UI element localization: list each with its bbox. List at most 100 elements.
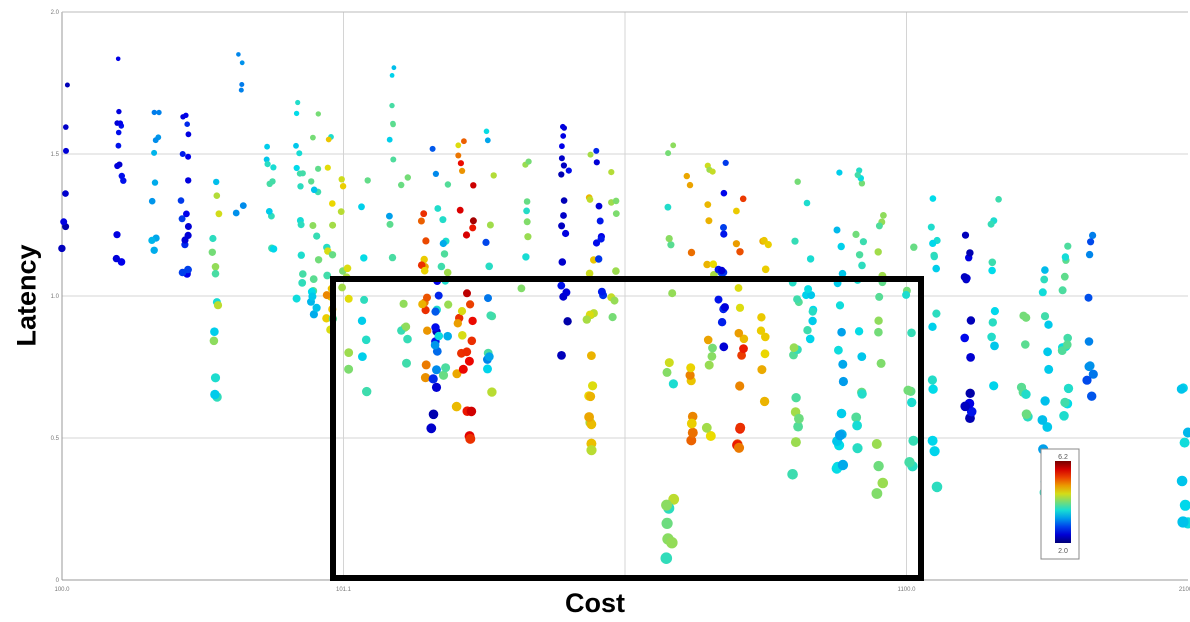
data-point	[585, 391, 596, 402]
data-point	[522, 253, 530, 261]
data-point	[739, 334, 749, 344]
data-point	[364, 177, 371, 184]
data-point	[876, 358, 886, 368]
data-point	[309, 222, 317, 229]
data-point	[401, 322, 411, 331]
data-point	[239, 60, 245, 66]
data-point	[1038, 288, 1047, 297]
data-point	[596, 217, 604, 225]
data-point	[761, 332, 770, 342]
data-point	[403, 334, 412, 344]
data-point	[612, 197, 620, 205]
data-point	[185, 177, 192, 184]
data-point	[404, 174, 411, 181]
data-point	[313, 232, 321, 240]
data-point	[960, 273, 969, 281]
data-point	[325, 136, 332, 143]
data-point	[1041, 266, 1049, 274]
y-tick-label: 1.5	[51, 152, 60, 158]
data-point	[426, 423, 437, 434]
data-point	[184, 223, 192, 230]
data-point	[399, 299, 408, 308]
data-point	[1176, 475, 1188, 487]
data-point	[929, 239, 937, 247]
data-point	[469, 217, 477, 225]
data-point	[308, 292, 317, 301]
data-point	[804, 285, 813, 294]
x-tick-label: 1100.0	[898, 587, 917, 593]
data-point	[927, 435, 938, 446]
data-point	[929, 195, 937, 202]
data-point	[1087, 391, 1097, 401]
data-point	[524, 233, 532, 241]
colorbar-max-label: 6.2	[1058, 454, 1068, 461]
data-point	[686, 363, 696, 373]
data-point	[423, 293, 431, 302]
data-point	[662, 367, 672, 377]
data-point	[58, 244, 66, 253]
data-point	[431, 307, 440, 316]
data-point	[1087, 238, 1095, 246]
data-point	[703, 335, 713, 345]
data-point	[486, 221, 494, 229]
data-point	[438, 370, 449, 380]
data-point	[444, 300, 453, 309]
data-point	[389, 73, 395, 78]
data-point	[988, 266, 996, 275]
data-point	[858, 261, 866, 270]
data-point	[339, 183, 347, 190]
data-point	[990, 341, 999, 351]
data-point	[422, 237, 430, 245]
grid-lines	[62, 12, 1188, 580]
data-point	[523, 207, 530, 215]
data-point	[463, 289, 471, 298]
data-point	[458, 331, 467, 340]
data-point	[666, 537, 678, 549]
data-point	[670, 142, 677, 149]
data-point	[390, 121, 396, 128]
data-point	[1063, 383, 1074, 394]
data-point	[338, 176, 345, 183]
data-point	[468, 316, 477, 326]
data-point	[1043, 347, 1052, 357]
data-point	[931, 481, 943, 493]
data-point	[457, 160, 464, 167]
data-point	[461, 138, 467, 145]
data-point	[873, 460, 884, 472]
data-point	[687, 248, 696, 257]
data-point	[732, 240, 741, 248]
data-point	[720, 189, 728, 197]
data-point	[907, 328, 916, 338]
data-point	[558, 155, 565, 162]
data-point	[464, 356, 474, 366]
data-point	[875, 292, 884, 301]
data-point	[184, 265, 192, 274]
y-tick-label: 1.0	[51, 294, 60, 300]
data-point	[871, 488, 883, 499]
data-point	[458, 364, 468, 374]
data-point	[966, 316, 976, 325]
data-point	[431, 382, 442, 392]
data-point	[610, 296, 619, 305]
data-point	[466, 300, 475, 309]
data-point	[608, 313, 617, 322]
data-point	[466, 406, 477, 417]
data-point	[660, 552, 673, 564]
data-point	[469, 224, 477, 232]
data-point	[209, 336, 219, 346]
data-point	[794, 178, 801, 185]
data-point	[608, 169, 615, 176]
data-point	[565, 167, 572, 174]
data-point	[150, 246, 158, 254]
data-point	[293, 164, 300, 172]
data-point	[239, 82, 245, 87]
data-point	[236, 52, 241, 57]
data-point	[456, 206, 464, 214]
data-point	[928, 322, 937, 331]
data-point	[487, 387, 497, 397]
data-point	[720, 303, 730, 312]
data-point	[1021, 313, 1031, 322]
data-point	[484, 294, 492, 303]
data-point	[852, 443, 863, 454]
data-point	[420, 210, 428, 218]
